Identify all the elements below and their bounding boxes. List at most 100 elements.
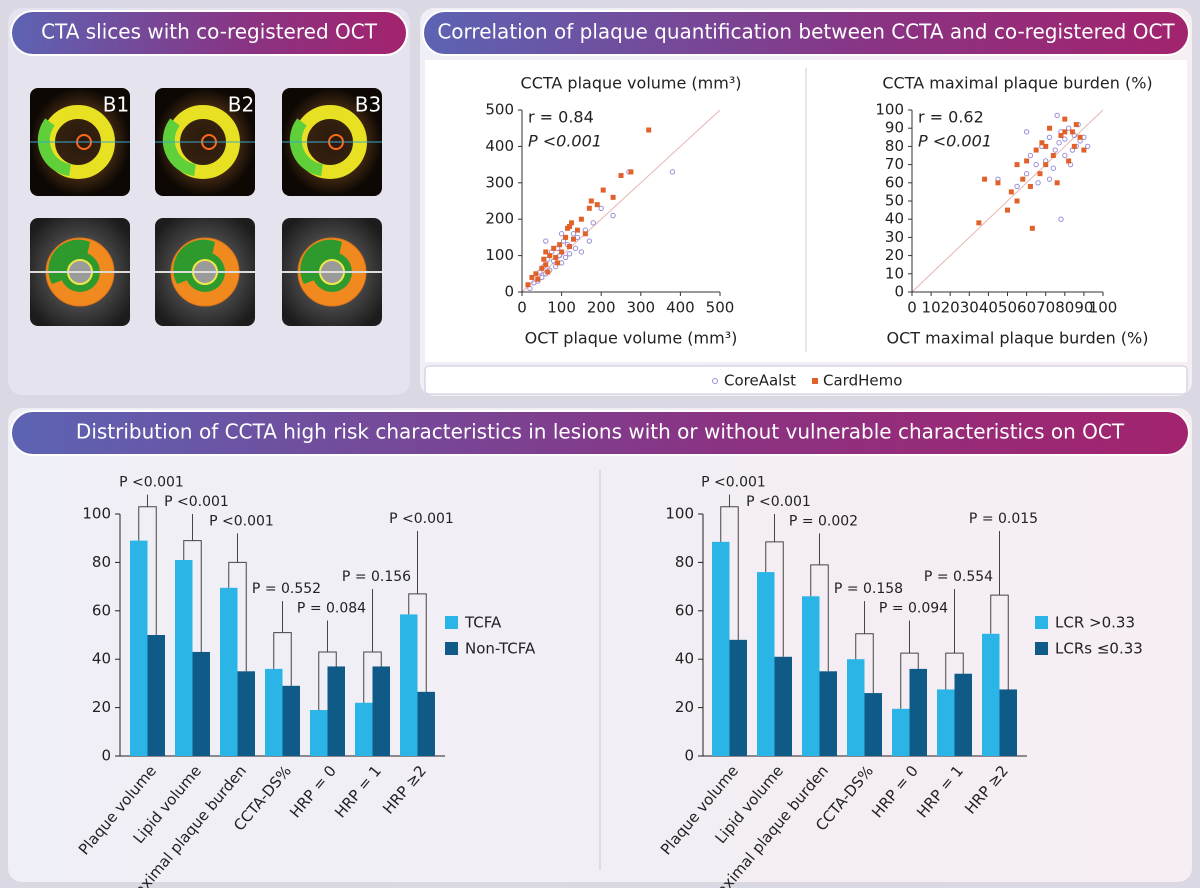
x-tick-label: 400: [666, 299, 695, 317]
bar: [355, 702, 373, 756]
x-tick-label: 10: [922, 299, 941, 317]
bar: [937, 689, 955, 756]
bar: [147, 635, 165, 756]
bar: [327, 666, 345, 756]
legend-label: Non-TCFA: [465, 640, 536, 658]
point: [574, 227, 580, 233]
point: [1054, 180, 1060, 186]
point: [572, 245, 579, 252]
point: [995, 180, 1001, 186]
legend-label: LCRs ≤0.33: [1055, 640, 1143, 658]
point: [543, 262, 549, 268]
point: [1062, 116, 1068, 122]
point: [1046, 176, 1053, 182]
bar: [864, 693, 882, 756]
point: [1020, 176, 1026, 182]
x-tick-label: 60: [1017, 299, 1036, 317]
point: [562, 254, 569, 261]
chart-title: CCTA maximal plaque burden (%): [882, 74, 1152, 93]
annotation: P <0.001: [918, 132, 992, 151]
header: [422, 10, 1190, 56]
point: [1014, 183, 1020, 190]
y-tick-label: 50: [885, 192, 904, 210]
y-tick-label: 40: [92, 650, 111, 668]
p-value: P = 0.015: [969, 511, 1038, 527]
bar: [802, 596, 820, 756]
p-value: P <0.001: [164, 494, 229, 510]
point: [1043, 143, 1049, 149]
chart-title: CCTA plaque volume (mm³): [521, 74, 742, 93]
legend-swatch: [1035, 642, 1048, 655]
x-axis-label: OCT plaque volume (mm³): [525, 329, 738, 348]
legend-label: LCR >0.33: [1055, 614, 1135, 632]
y-tick-label: 100: [875, 101, 904, 119]
p-value: P = 0.002: [789, 513, 858, 529]
point: [618, 173, 624, 179]
y-tick-label: 20: [675, 698, 694, 716]
point: [1077, 134, 1083, 140]
point: [566, 251, 573, 257]
y-tick-label: 400: [485, 137, 514, 155]
legend-label: CoreAalst: [724, 372, 796, 390]
point: [545, 269, 551, 275]
point: [567, 244, 573, 249]
x-tick-label: 90: [1074, 299, 1093, 317]
bar: [847, 659, 865, 756]
header: [10, 410, 1190, 456]
point: [553, 254, 559, 260]
image-label: B1: [103, 93, 129, 117]
p-value: P <0.001: [389, 511, 454, 527]
legend-marker: [812, 378, 818, 384]
point: [1056, 140, 1062, 146]
x-tick-label: 50: [998, 299, 1017, 317]
bar: [729, 639, 747, 756]
point: [543, 249, 549, 255]
point: [1039, 140, 1045, 146]
point: [1058, 216, 1064, 222]
x-tick-label: 0: [517, 299, 527, 317]
point: [535, 276, 541, 282]
x-tick-label: 100: [1089, 299, 1118, 317]
y-tick-label: 100: [82, 505, 111, 523]
p-value: P <0.001: [746, 494, 811, 510]
annotation: r = 0.84: [528, 108, 594, 127]
bar: [265, 668, 283, 756]
header-title: Distribution of CCTA high risk character…: [76, 420, 1125, 444]
bar: [712, 541, 730, 756]
bar: [282, 685, 300, 756]
y-tick-label: 0: [101, 747, 111, 765]
point: [1062, 136, 1068, 142]
point: [559, 249, 565, 255]
p-value: P = 0.094: [879, 600, 948, 616]
point: [1008, 189, 1014, 195]
y-tick-label: 0: [684, 747, 694, 765]
y-tick-label: 20: [92, 698, 111, 716]
point: [610, 194, 616, 200]
point: [646, 127, 652, 133]
point: [1073, 122, 1079, 128]
bar: [892, 708, 910, 756]
point: [1085, 143, 1091, 150]
header-title: Correlation of plaque quantification bet…: [437, 20, 1175, 44]
point: [1005, 207, 1010, 213]
point: [578, 216, 584, 222]
point: [600, 187, 606, 193]
x-tick-label: 30: [960, 299, 979, 317]
point: [557, 242, 563, 248]
p-value: P <0.001: [119, 475, 184, 491]
point: [594, 202, 600, 208]
y-tick-label: 90: [885, 119, 904, 137]
annotation: P <0.001: [528, 132, 602, 151]
y-tick-label: 40: [675, 650, 694, 668]
legend-swatch: [445, 616, 458, 629]
point: [1069, 129, 1075, 135]
x-tick-label: 100: [547, 299, 576, 317]
point: [525, 282, 531, 288]
y-tick-label: 0: [894, 283, 904, 301]
legend-swatch: [445, 642, 458, 655]
point: [570, 231, 577, 237]
point: [555, 260, 561, 266]
point: [1037, 171, 1043, 177]
point: [588, 198, 594, 204]
